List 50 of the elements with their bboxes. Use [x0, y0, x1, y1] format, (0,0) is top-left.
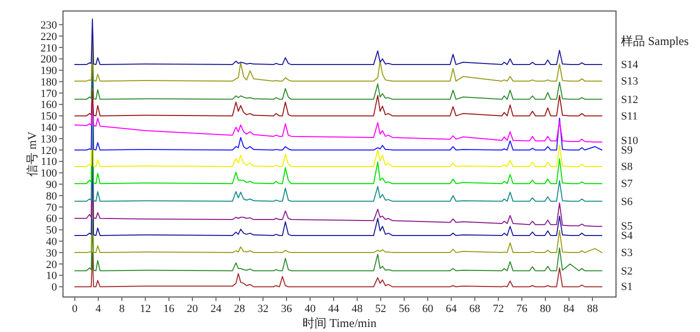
x-tick-label: 8: [119, 303, 126, 315]
x-tick-label: 56: [398, 303, 410, 315]
legend-title: 样品 Samples: [621, 34, 689, 48]
x-tick-label: 4: [96, 303, 102, 315]
y-tick-label: 10: [46, 270, 58, 282]
y-tick-label: 170: [40, 88, 58, 100]
y-tick-label: 30: [46, 247, 58, 260]
x-axis-title: 时间 Time/min: [302, 316, 376, 330]
x-tick-label: 20: [186, 303, 198, 315]
y-tick-label: 80: [46, 190, 58, 202]
y-tick-label: 20: [46, 258, 58, 271]
y-tick-label: 70: [46, 202, 58, 214]
x-tick-label: 24: [210, 303, 222, 315]
x-tick-label: 72: [492, 303, 504, 315]
y-tick-label: 160: [40, 99, 58, 112]
y-tick-label: 90: [46, 178, 58, 191]
x-tick-label: 48: [352, 303, 364, 315]
x-tick-label: 16: [163, 303, 175, 315]
y-axis-title: 信号 mV: [25, 131, 39, 176]
x-tick-label: 28: [234, 303, 246, 315]
x-tick-label: 60: [422, 303, 434, 315]
x-tick-label: 52: [375, 303, 386, 315]
y-tick-label: 140: [40, 122, 58, 134]
y-tick-label: 230: [40, 19, 58, 32]
y-tick-label: 220: [40, 30, 58, 43]
y-tick-label: 50: [46, 224, 58, 237]
x-tick-label: 84: [563, 303, 575, 315]
y-tick-label: 40: [46, 236, 58, 248]
x-tick-label: 68: [469, 303, 481, 315]
x-tick-label: 88: [586, 303, 598, 315]
x-tick-label: 12: [140, 303, 151, 315]
y-tick-label: 190: [40, 65, 58, 78]
y-tick-label: 60: [46, 213, 58, 226]
x-tick-label: 44: [328, 303, 340, 315]
y-tick-label: 130: [40, 133, 58, 146]
y-tick-label: 200: [40, 54, 58, 66]
x-tick-label: 76: [516, 303, 528, 315]
x-tick-label: 80: [540, 303, 552, 315]
x-tick-label: 64: [446, 303, 458, 315]
y-tick-label: 100: [40, 168, 58, 180]
y-tick-label: 120: [40, 144, 58, 157]
y-tick-label: 210: [40, 42, 58, 54]
x-tick-label: 40: [304, 303, 316, 315]
x-tick-label: 32: [258, 303, 269, 315]
y-tick-label: 150: [40, 110, 58, 123]
x-tick-label: 36: [281, 303, 293, 315]
y-tick-label: 180: [40, 76, 58, 88]
y-tick-label: 0: [52, 282, 58, 294]
y-tick-label: 110: [40, 156, 58, 168]
x-tick-label: 0: [72, 303, 78, 315]
